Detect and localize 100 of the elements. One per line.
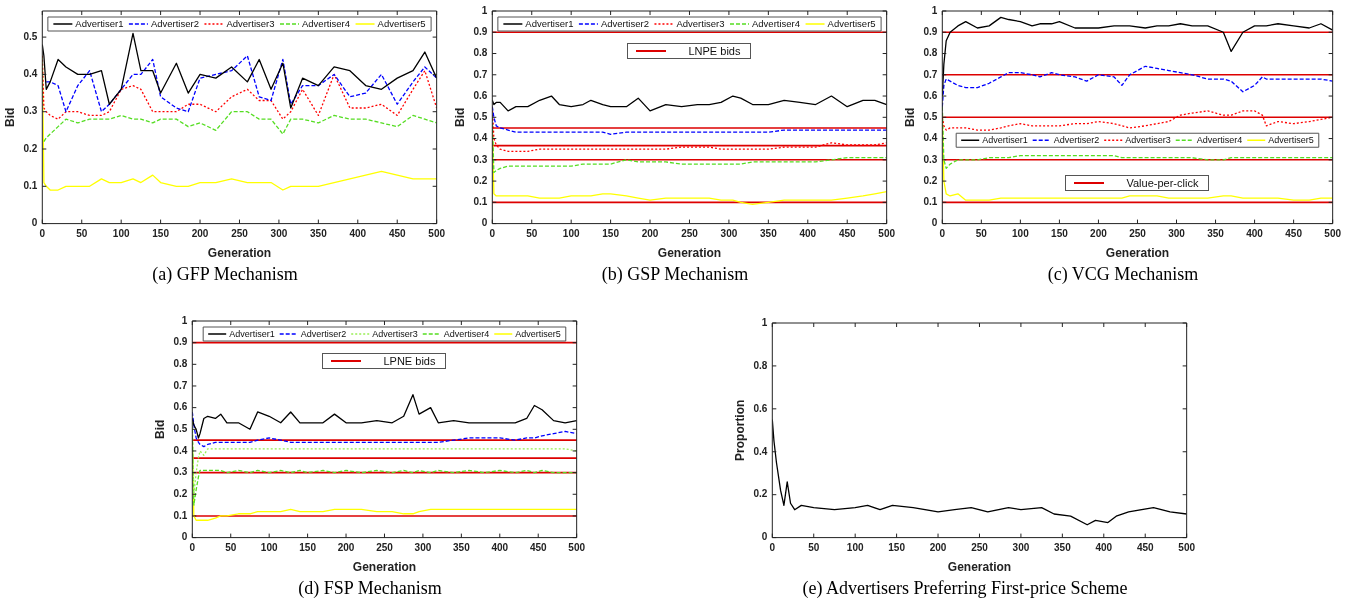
y-tick-label: 0.6 bbox=[923, 89, 938, 101]
text: (d) FSP Mechanism bbox=[297, 578, 443, 599]
x-tick-label: 250 bbox=[231, 228, 249, 240]
x-tick-label: 100 bbox=[562, 228, 580, 240]
legend-box: LPNE bids bbox=[322, 353, 447, 369]
y-tick-label: 0.6 bbox=[473, 89, 488, 101]
text: (b) GSP Mechanism bbox=[600, 264, 750, 285]
x-tick-label: 300 bbox=[720, 228, 738, 240]
y-tick-label: 0.5 bbox=[173, 423, 188, 435]
y-tick-label: 0.8 bbox=[173, 358, 188, 370]
y-axis-title: Bid bbox=[452, 107, 467, 127]
legend-label: LPNE bids bbox=[383, 355, 436, 367]
legend-box: Value-per-click bbox=[1065, 175, 1210, 192]
x-tick-label: 300 bbox=[414, 542, 432, 554]
legend-label: Advertiser3 bbox=[676, 18, 725, 30]
x-tick-label: 250 bbox=[971, 542, 989, 554]
x-tick-label: 100 bbox=[846, 542, 864, 554]
x-tick-label: 400 bbox=[349, 228, 367, 240]
x-tick-label: 450 bbox=[838, 228, 856, 240]
y-axis-title: Bid bbox=[2, 107, 17, 127]
x-tick-label: 500 bbox=[1324, 228, 1342, 240]
y-tick-label: 0.4 bbox=[473, 132, 488, 144]
x-tick-label: 50 bbox=[975, 228, 988, 240]
y-tick-label: 0.3 bbox=[473, 153, 488, 165]
y-tick-label: 0.7 bbox=[473, 68, 488, 80]
legend-label: Advertiser4 bbox=[1196, 135, 1243, 146]
legend-label: Advertiser3 bbox=[372, 328, 418, 339]
legend-label: Value-per-click bbox=[1126, 177, 1199, 190]
legend-label: Advertiser3 bbox=[1125, 135, 1171, 146]
x-axis-title: Generation bbox=[207, 246, 272, 261]
x-tick-label: 200 bbox=[641, 228, 659, 240]
y-tick-label: 0.9 bbox=[923, 26, 938, 38]
x-tick-label: 450 bbox=[529, 542, 547, 554]
y-tick-label: 0.3 bbox=[923, 153, 938, 165]
y-tick-label: 0.4 bbox=[923, 132, 938, 144]
legend-label: Advertiser5 bbox=[377, 18, 426, 30]
y-tick-label: 0.8 bbox=[473, 47, 488, 59]
text: (c) VCG Mechanism bbox=[1046, 264, 1200, 285]
line-series bbox=[942, 110, 1333, 131]
y-tick-label: 0.4 bbox=[23, 68, 38, 80]
y-tick-label: 1 bbox=[181, 314, 188, 326]
text: (e) Advertisers Preferring First-price Scheme bbox=[801, 578, 1129, 599]
x-tick-label: 0 bbox=[489, 228, 496, 240]
y-tick-label: 0.1 bbox=[473, 196, 488, 208]
legend-label: Advertiser2 bbox=[300, 328, 347, 339]
legend-label: Advertiser2 bbox=[150, 18, 199, 30]
x-tick-label: 200 bbox=[1090, 228, 1108, 240]
x-tick-label: 400 bbox=[799, 228, 817, 240]
x-tick-label: 150 bbox=[1051, 228, 1069, 240]
y-tick-label: 0.3 bbox=[23, 105, 38, 117]
legend-label: Advertiser5 bbox=[515, 328, 561, 339]
x-tick-label: 250 bbox=[681, 228, 699, 240]
x-tick-label: 350 bbox=[1054, 542, 1072, 554]
legend-label: Advertiser5 bbox=[1268, 135, 1314, 146]
x-tick-label: 300 bbox=[1168, 228, 1186, 240]
y-tick-label: 0.2 bbox=[923, 174, 938, 186]
y-tick-label: 0 bbox=[181, 531, 188, 543]
x-tick-label: 100 bbox=[260, 542, 278, 554]
y-tick-label: 0.6 bbox=[753, 402, 768, 414]
x-tick-label: 450 bbox=[1136, 542, 1154, 554]
y-tick-label: 0.5 bbox=[473, 111, 488, 123]
x-axis-title: Generation bbox=[657, 246, 722, 261]
y-tick-label: 0.1 bbox=[23, 180, 38, 192]
y-tick-label: 0.4 bbox=[753, 445, 768, 457]
y-tick-label: 0.2 bbox=[473, 174, 488, 186]
x-tick-label: 50 bbox=[76, 228, 88, 240]
legend-label: Advertiser1 bbox=[982, 135, 1028, 146]
y-tick-label: 0 bbox=[761, 531, 768, 543]
x-tick-label: 250 bbox=[376, 542, 394, 554]
y-tick-label: 0.7 bbox=[923, 68, 938, 80]
x-tick-label: 50 bbox=[808, 542, 820, 554]
x-tick-label: 450 bbox=[388, 228, 406, 240]
y-axis-title: Proportion bbox=[732, 399, 747, 461]
y-tick-label: 0 bbox=[931, 217, 938, 229]
legend-label: Advertiser4 bbox=[302, 18, 351, 30]
y-tick-label: 1 bbox=[761, 316, 768, 328]
legend-label: LNPE bids bbox=[688, 45, 741, 57]
y-tick-label: 0.2 bbox=[753, 488, 768, 500]
text: (a) GFP Mechanism bbox=[151, 264, 299, 285]
y-tick-label: 0.5 bbox=[23, 30, 38, 42]
x-tick-label: 400 bbox=[1095, 542, 1113, 554]
y-tick-label: 0.5 bbox=[923, 111, 938, 123]
x-axis-title: Generation bbox=[1105, 246, 1170, 261]
x-tick-label: 200 bbox=[337, 542, 355, 554]
x-tick-label: 200 bbox=[929, 542, 947, 554]
legend-label: Advertiser5 bbox=[827, 18, 876, 30]
legend-label: Advertiser4 bbox=[443, 328, 490, 339]
x-tick-label: 350 bbox=[453, 542, 471, 554]
x-tick-label: 500 bbox=[878, 228, 896, 240]
y-tick-label: 0.2 bbox=[173, 488, 188, 500]
x-tick-label: 250 bbox=[1129, 228, 1147, 240]
y-tick-label: 0.9 bbox=[173, 336, 188, 348]
x-tick-label: 0 bbox=[39, 228, 46, 240]
x-tick-label: 500 bbox=[568, 542, 586, 554]
x-tick-label: 0 bbox=[189, 542, 196, 554]
x-tick-label: 150 bbox=[888, 542, 906, 554]
x-tick-label: 300 bbox=[270, 228, 288, 240]
x-tick-label: 350 bbox=[760, 228, 778, 240]
x-tick-label: 450 bbox=[1285, 228, 1303, 240]
legend-label: Advertiser1 bbox=[229, 328, 275, 339]
